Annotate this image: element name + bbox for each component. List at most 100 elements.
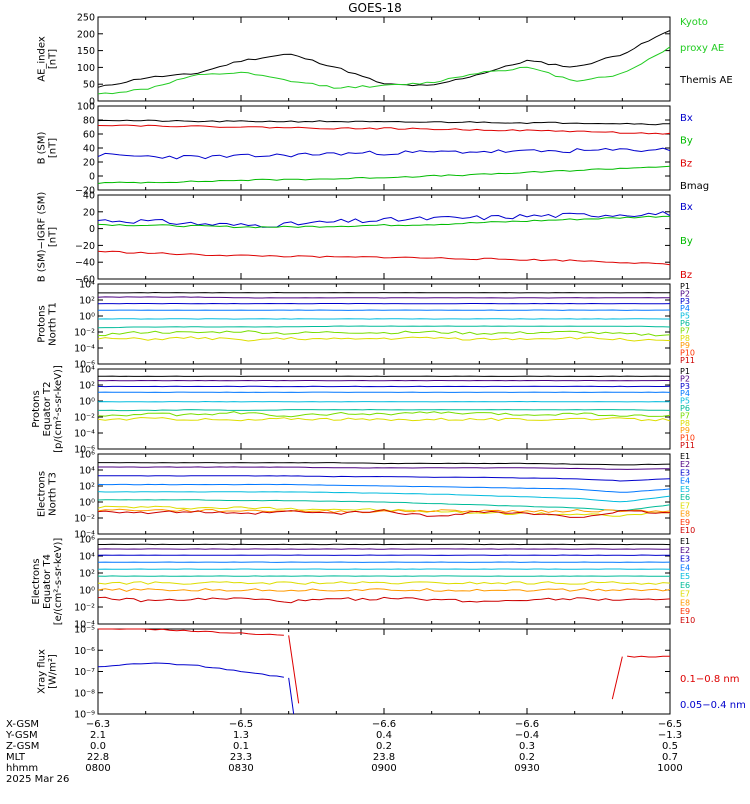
legend-entry: E6 bbox=[680, 581, 690, 590]
y-tick-label: 10⁻⁵ bbox=[74, 625, 95, 636]
ephemeris-value: 0.7 bbox=[662, 752, 678, 763]
legend-entry: E1 bbox=[680, 537, 690, 546]
legend-entry: proxy AE bbox=[680, 43, 724, 54]
y-axis-label: [W/m²] bbox=[48, 654, 59, 689]
ephemeris-value: 22.8 bbox=[87, 752, 109, 763]
y-axis-label: North T3 bbox=[48, 472, 59, 516]
legend-entry: E8 bbox=[680, 598, 690, 607]
series-line-dbx-bz bbox=[98, 251, 670, 265]
legend-entry: Bx bbox=[680, 202, 693, 213]
xray-short-dropoff bbox=[289, 678, 294, 714]
y-axis-label: Electrons bbox=[37, 471, 48, 517]
series-line-t4-e9 bbox=[98, 597, 670, 602]
y-tick-label: 0 bbox=[89, 224, 95, 235]
legend-entry: E4 bbox=[680, 563, 690, 572]
y-tick-label: 250 bbox=[77, 13, 95, 24]
y-axis-label: Protons bbox=[37, 305, 48, 342]
series-line-t4-e8 bbox=[98, 589, 670, 592]
series-line-t2-p8 bbox=[98, 418, 670, 421]
y-axis-label: [e/(cm²-s-sr-keV)] bbox=[53, 538, 64, 626]
ephemeris-value: −1.3 bbox=[658, 730, 682, 741]
series-line-t3-e1 bbox=[98, 463, 670, 465]
panel-frame-7 bbox=[98, 539, 670, 624]
xray-long-dropoff bbox=[289, 635, 299, 703]
y-axis-label: [nT] bbox=[48, 49, 59, 69]
y-tick-label: 0 bbox=[89, 172, 95, 183]
y-axis-label: Xray flux bbox=[37, 649, 48, 694]
legend-entry: 0.1−0.8 nm bbox=[680, 674, 739, 685]
legend-entry: E7 bbox=[680, 590, 690, 599]
series-line-kyoto-proxy-ae bbox=[98, 47, 670, 94]
legend-entry: E5 bbox=[680, 572, 690, 581]
panel-frame-6 bbox=[98, 454, 670, 534]
y-tick-label: 10⁻² bbox=[74, 413, 95, 424]
ephemeris-value: −6.6 bbox=[372, 719, 396, 730]
series-line-xray-short bbox=[98, 663, 284, 677]
y-axis-label: B (SM)−IGRF (SM) bbox=[37, 192, 48, 283]
y-tick-label: 10⁶ bbox=[79, 535, 95, 546]
y-tick-label: 100 bbox=[77, 63, 95, 74]
legend-entry: E10 bbox=[680, 616, 695, 625]
series-line-t4-e7 bbox=[98, 582, 670, 585]
ephemeris-value: 1000 bbox=[657, 763, 682, 774]
y-tick-label: 10² bbox=[79, 482, 95, 493]
series-line-t1-p6 bbox=[98, 326, 670, 328]
ephemeris-value: 1.3 bbox=[233, 730, 249, 741]
y-tick-label: 10⁰ bbox=[79, 312, 95, 323]
series-line-t3-e3 bbox=[98, 476, 670, 481]
y-tick-label: 10⁻² bbox=[74, 603, 95, 614]
ephemeris-label: X-GSM bbox=[6, 719, 39, 730]
y-tick-label: 100 bbox=[77, 102, 95, 113]
y-axis-label: Protons bbox=[31, 390, 42, 427]
y-axis-label: AE_index bbox=[37, 36, 48, 82]
y-tick-label: 10⁴ bbox=[79, 365, 95, 376]
ephemeris-value: 0.0 bbox=[90, 741, 106, 752]
panel-frame-3 bbox=[98, 195, 670, 279]
legend-entry: Bz bbox=[680, 158, 692, 169]
legend-entry: Bmag bbox=[680, 181, 709, 192]
legend-entry: P11 bbox=[680, 441, 695, 450]
ephemeris-value: 23.3 bbox=[230, 752, 252, 763]
series-line-t3-e4 bbox=[98, 484, 670, 492]
y-tick-label: 80 bbox=[83, 116, 95, 127]
ephemeris-value: −6.3 bbox=[86, 719, 110, 730]
series-line-b-bmag bbox=[98, 120, 670, 125]
ephemeris-value: 23.8 bbox=[373, 752, 395, 763]
ephemeris-label: hhmm bbox=[6, 763, 38, 774]
y-tick-label: 10⁰ bbox=[79, 498, 95, 509]
ephemeris-value: −0.4 bbox=[515, 730, 539, 741]
y-tick-label: 60 bbox=[83, 130, 95, 141]
ephemeris-value: 0.2 bbox=[376, 741, 392, 752]
y-axis-label: B (SM) bbox=[37, 131, 48, 164]
ephemeris-value: −6.5 bbox=[658, 719, 682, 730]
y-axis-label: [p/(cm²-s-sr-keV)] bbox=[53, 365, 64, 453]
legend-entry: E3 bbox=[680, 555, 690, 564]
series-line-t3-e6 bbox=[98, 500, 670, 511]
y-tick-label: 10⁻² bbox=[74, 328, 95, 339]
ephemeris-label: Y-GSM bbox=[5, 730, 38, 741]
y-tick-label: 10⁻⁷ bbox=[74, 667, 95, 678]
ephemeris-label: MLT bbox=[6, 752, 26, 763]
ephemeris-value: 0.4 bbox=[376, 730, 392, 741]
y-tick-label: 200 bbox=[77, 29, 95, 40]
ephemeris-value: 0.2 bbox=[519, 752, 535, 763]
y-tick-label: −20 bbox=[75, 241, 95, 252]
y-axis-label: North T1 bbox=[48, 302, 59, 346]
legend-entry: Bx bbox=[680, 113, 693, 124]
y-tick-label: 50 bbox=[83, 80, 95, 91]
ephemeris-value: −6.6 bbox=[515, 719, 539, 730]
y-tick-label: 20 bbox=[83, 158, 95, 169]
y-axis-label: Electrons bbox=[31, 558, 42, 604]
y-tick-label: 20 bbox=[83, 207, 95, 218]
chart-title: GOES-18 bbox=[348, 1, 402, 15]
ephemeris-value: 0.5 bbox=[662, 741, 678, 752]
y-tick-label: 10⁴ bbox=[79, 466, 95, 477]
ephemeris-value: 0.3 bbox=[519, 741, 535, 752]
series-line-t3-e2 bbox=[98, 467, 670, 470]
legend-entry: Themis AE bbox=[679, 75, 733, 86]
y-tick-label: 150 bbox=[77, 46, 95, 57]
panel-frame-8 bbox=[98, 629, 670, 714]
legend-entry: By bbox=[680, 136, 693, 147]
